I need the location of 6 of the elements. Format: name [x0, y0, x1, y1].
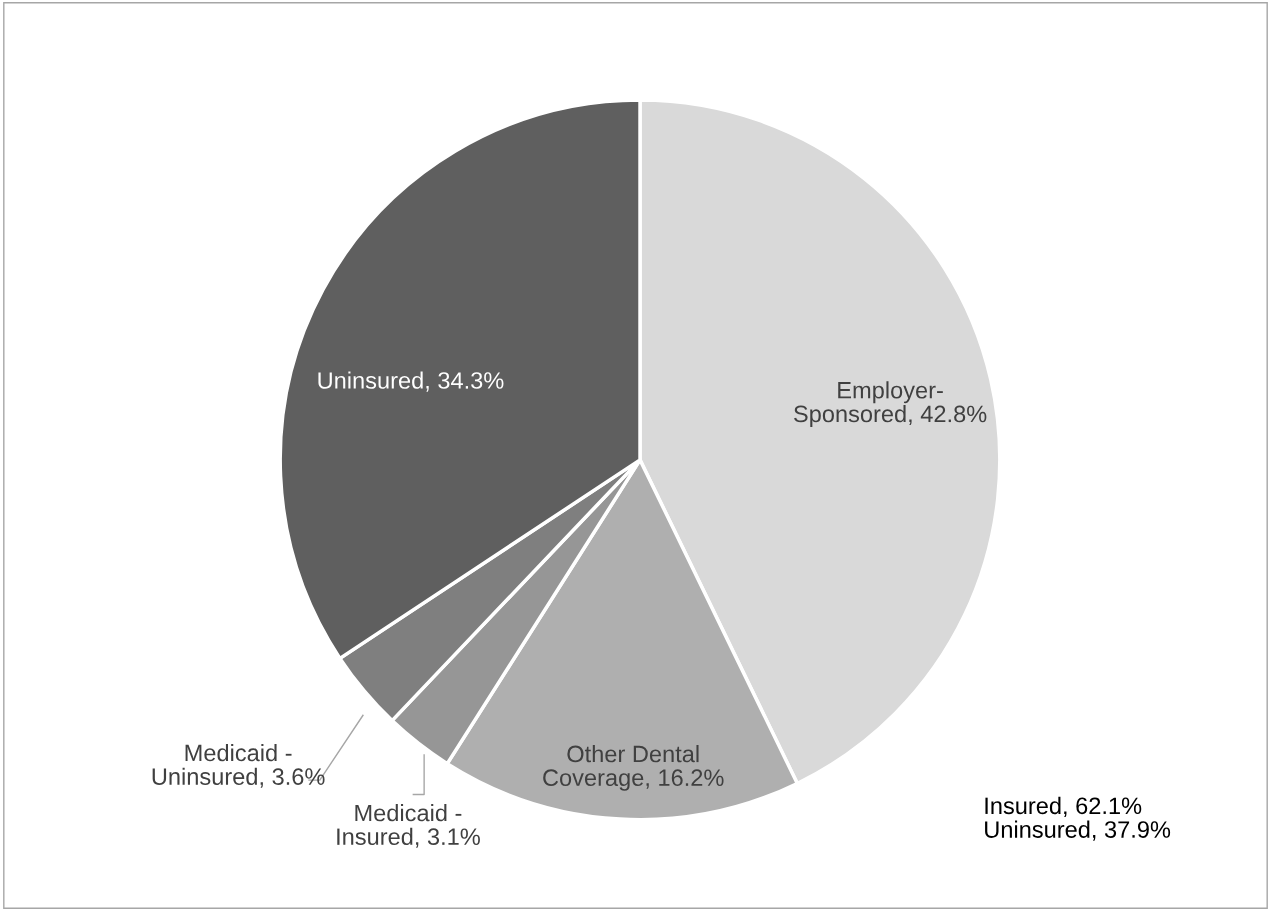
slice-label: Medicaid - Insured, 3.1%	[337, 804, 480, 848]
slice-label: Medicaid - Uninsured, 3.6%	[152, 743, 325, 788]
slice-label: Employer-Sponsored, 42.8%	[794, 381, 987, 427]
slice-label: Uninsured, 34.3%	[318, 371, 504, 392]
text: Insured, 62.1% Uninsured, 37.9%	[985, 796, 1171, 841]
slice-label: Other Dental Coverage, 16.2%	[543, 745, 724, 791]
